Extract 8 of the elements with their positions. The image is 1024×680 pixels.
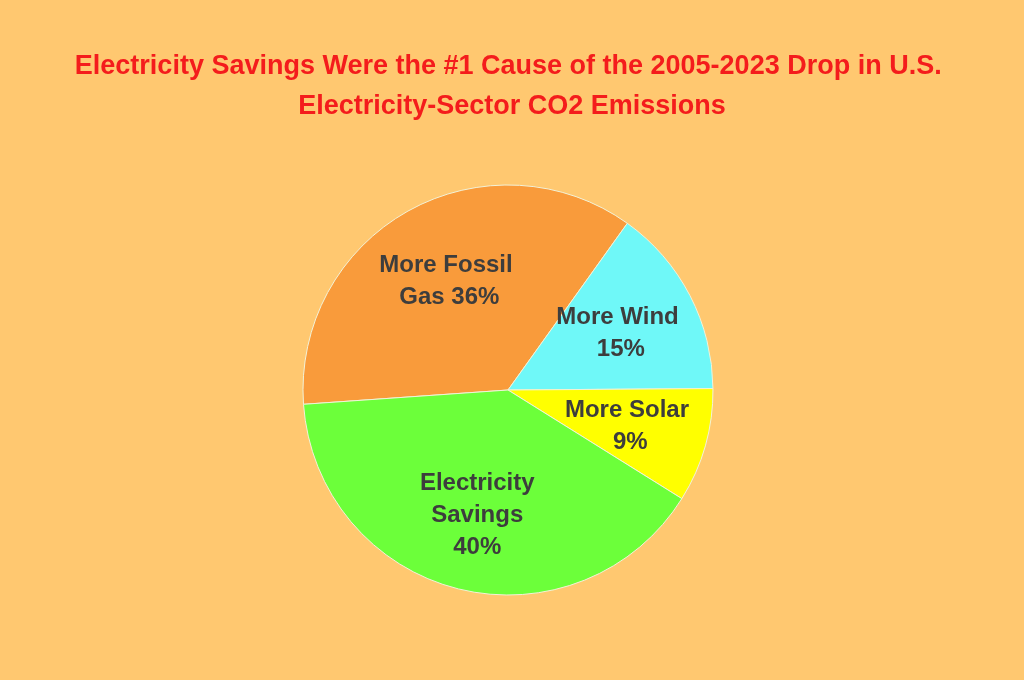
- slice-label: More Fossil Gas 36%: [379, 249, 513, 309]
- slice-label: More Solar: [564, 395, 696, 423]
- data-label: 9%: [612, 427, 648, 455]
- slice-label: Electricity Savings: [419, 467, 536, 527]
- data-label: 40%: [453, 531, 502, 559]
- chart-title: Electricity Savings Were the #1 Cause of the 2005-2023 Drop in U.S. Electricity-Sector CO2 Emissions: [74, 50, 950, 120]
- data-label: 15%: [596, 334, 645, 362]
- slice-label: More Wind: [556, 302, 686, 330]
